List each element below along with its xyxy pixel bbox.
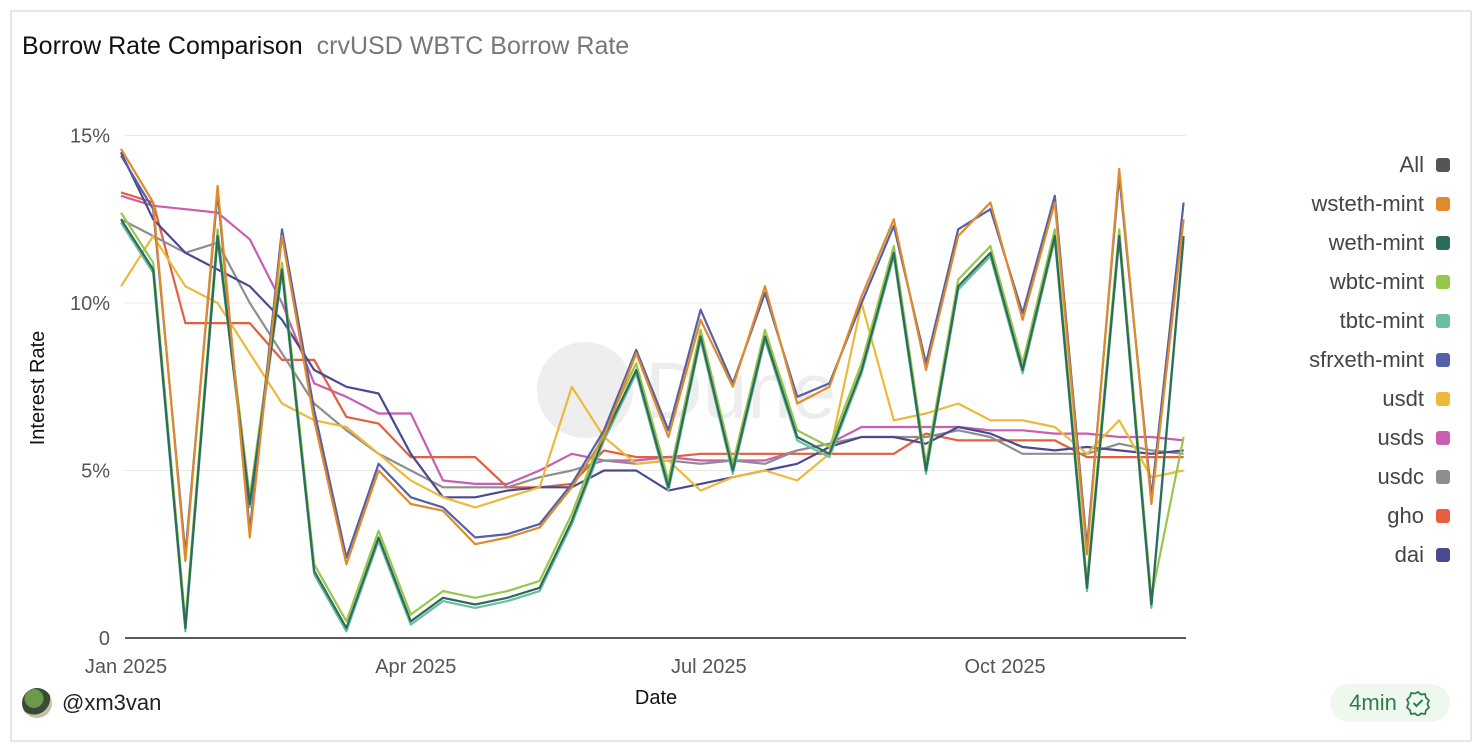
legend-item-weth-mint[interactable]: weth-mint	[1309, 223, 1450, 262]
legend-item-tbtc-mint[interactable]: tbtc-mint	[1309, 301, 1450, 340]
refresh-time: 4min	[1349, 690, 1397, 715]
verified-check-icon	[1405, 690, 1430, 716]
series-line-weth-mint[interactable]	[120, 218, 1185, 630]
x-axis-label: Date	[635, 687, 677, 709]
legend-swatch	[1436, 235, 1450, 250]
y-tick-label: 15%	[70, 126, 110, 148]
legend-swatch	[1436, 469, 1450, 484]
chart-subtitle: crvUSD WBTC Borrow Rate	[316, 32, 630, 60]
legend-swatch	[1436, 508, 1450, 523]
x-tick-label: Oct 2025	[964, 656, 1045, 678]
author-name: @xm3van	[62, 690, 162, 715]
legend-swatch	[1436, 547, 1450, 562]
legend: All wsteth-mint weth-mint wbtc-mint tbtc-min…	[1309, 145, 1450, 574]
legend-label: weth-mint	[1328, 229, 1424, 255]
legend-label: usdc	[1377, 463, 1424, 489]
legend-item-gho[interactable]: gho	[1309, 496, 1450, 535]
refresh-badge[interactable]: 4min	[1330, 684, 1450, 722]
legend-label: wsteth-mint	[1311, 190, 1424, 216]
legend-item-usdc[interactable]: usdc	[1309, 457, 1450, 496]
legend-item-usds[interactable]: usds	[1309, 418, 1450, 457]
y-tick-label: 0	[99, 628, 110, 650]
chart-card	[10, 10, 1472, 742]
legend-label: gho	[1387, 502, 1424, 528]
legend-swatch	[1436, 196, 1450, 211]
legend-swatch	[1436, 391, 1450, 406]
chart-title: Borrow Rate Comparison crvUSD WBTC Borrow…	[22, 32, 629, 61]
legend-item-dai[interactable]: dai	[1309, 535, 1450, 574]
legend-item-wsteth-mint[interactable]: wsteth-mint	[1309, 184, 1450, 223]
legend-label: usdt	[1382, 385, 1424, 411]
legend-label: tbtc-mint	[1339, 307, 1424, 333]
legend-item-sfrxeth-mint[interactable]: sfrxeth-mint	[1309, 340, 1450, 379]
legend-swatch	[1436, 157, 1450, 172]
legend-label: sfrxeth-mint	[1309, 346, 1424, 372]
title-text: Borrow Rate Comparison	[22, 32, 303, 60]
legend-label: usds	[1377, 424, 1424, 450]
legend-item-All[interactable]: All	[1309, 145, 1450, 184]
x-tick-label: Jul 2025	[671, 656, 747, 678]
legend-swatch	[1436, 352, 1450, 367]
y-axis-label: Interest Rate	[27, 331, 49, 446]
legend-label: wbtc-mint	[1329, 268, 1424, 294]
avatar	[22, 688, 52, 718]
legend-label: dai	[1394, 541, 1424, 567]
legend-swatch	[1436, 430, 1450, 445]
legend-item-wbtc-mint[interactable]: wbtc-mint	[1309, 262, 1450, 301]
series-line-wsteth-mint[interactable]	[120, 148, 1185, 566]
legend-item-usdt[interactable]: usdt	[1309, 379, 1450, 418]
x-tick-label: Jan 2025	[85, 656, 167, 678]
x-tick-label: Apr 2025	[375, 656, 456, 678]
legend-swatch	[1436, 313, 1450, 328]
legend-label: All	[1399, 151, 1424, 177]
author[interactable]: @xm3van	[22, 688, 161, 718]
y-tick-label: 5%	[81, 461, 110, 483]
series-line-dai[interactable]	[120, 151, 1184, 499]
legend-swatch	[1436, 274, 1450, 289]
y-tick-label: 10%	[70, 293, 110, 315]
